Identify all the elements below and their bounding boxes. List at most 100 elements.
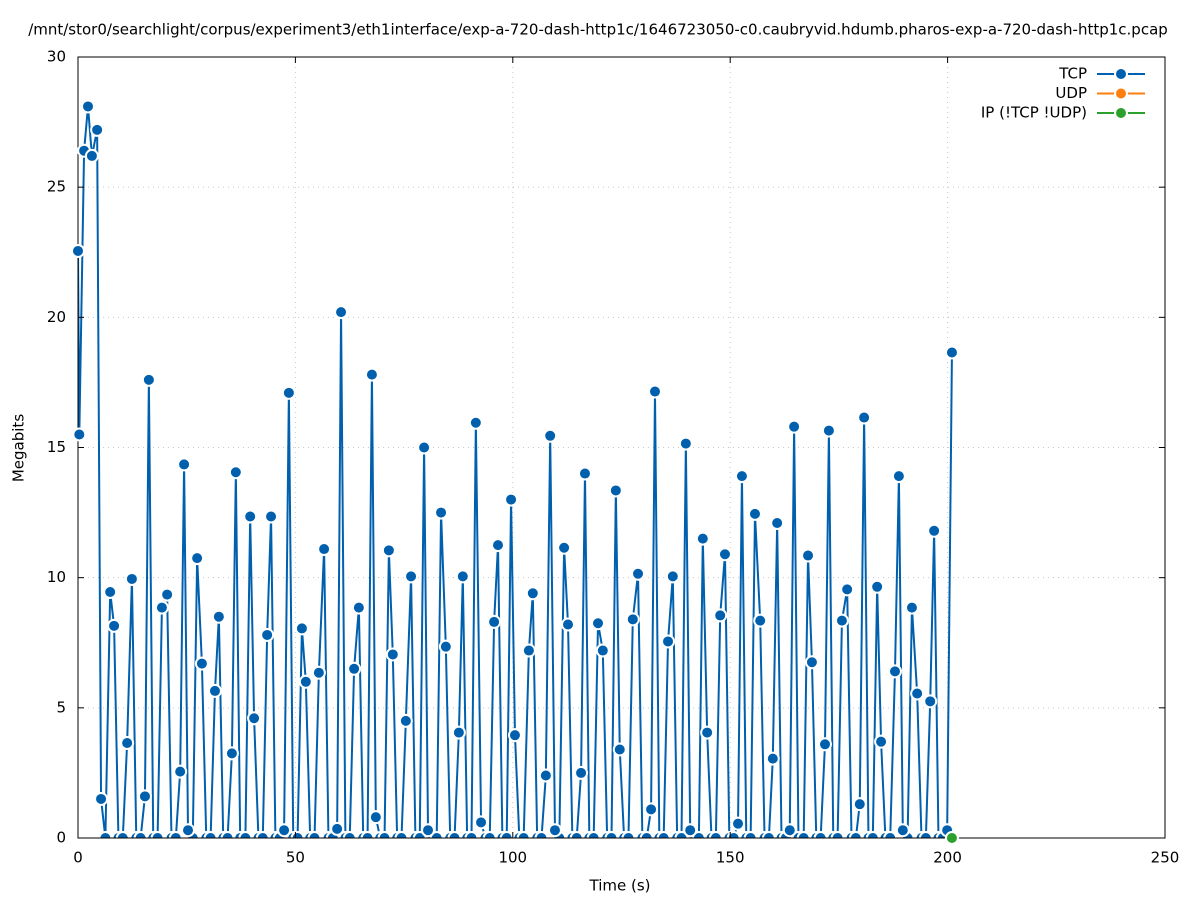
- data-point: [98, 831, 113, 838]
- y-axis-label: Megabits: [10, 414, 28, 482]
- data-point: [770, 515, 785, 530]
- data-point: [830, 831, 845, 838]
- data-point: [944, 345, 959, 360]
- data-point: [887, 664, 902, 679]
- data-point: [608, 483, 623, 498]
- data-point: [90, 122, 105, 137]
- legend-marker: [1114, 67, 1128, 81]
- data-point: [260, 627, 275, 642]
- data-point: [834, 613, 849, 628]
- x-tick-label: 200: [933, 849, 962, 867]
- data-point: [586, 831, 601, 838]
- x-tick-label: 250: [1151, 849, 1180, 867]
- data-point: [765, 751, 780, 766]
- data-point: [504, 492, 519, 507]
- data-point: [224, 746, 239, 761]
- data-point: [342, 831, 357, 838]
- data-point: [421, 823, 436, 838]
- data-point: [683, 823, 698, 838]
- data-point: [177, 457, 192, 472]
- x-tick-label: 50: [286, 849, 305, 867]
- legend-label: UDP: [1055, 84, 1087, 102]
- data-point: [923, 694, 938, 709]
- data-point: [743, 831, 758, 838]
- data-point: [870, 579, 885, 594]
- data-point: [547, 823, 562, 838]
- data-point: [351, 600, 366, 615]
- y-tick-label: 25: [47, 178, 66, 196]
- data-point: [71, 243, 85, 258]
- data-point: [647, 384, 662, 399]
- y-tick-label: 5: [56, 698, 66, 716]
- data-point: [364, 367, 379, 382]
- data-point: [482, 831, 497, 838]
- data-point: [717, 547, 732, 562]
- data-point: [207, 683, 222, 698]
- data-point: [334, 305, 349, 320]
- data-point: [821, 423, 836, 438]
- data-point: [103, 584, 118, 599]
- data-point: [817, 737, 832, 752]
- data-point: [298, 674, 313, 689]
- data-point: [787, 419, 802, 434]
- data-point: [874, 734, 889, 749]
- data-point: [238, 831, 253, 838]
- data-point: [927, 523, 942, 538]
- data-point: [852, 797, 867, 812]
- data-point: [277, 823, 292, 838]
- data-point: [194, 656, 209, 671]
- data-point: [150, 831, 165, 838]
- data-point: [368, 810, 383, 825]
- data-point: [534, 831, 549, 838]
- data-point: [181, 823, 196, 838]
- data-point: [631, 566, 646, 581]
- data-point: [330, 821, 345, 836]
- data-point: [264, 509, 279, 524]
- data-point: [455, 569, 470, 584]
- data-point: [639, 831, 654, 838]
- data-point: [451, 725, 466, 740]
- data-point: [557, 540, 572, 555]
- data-point: [574, 765, 589, 780]
- data-point: [487, 614, 502, 629]
- data-point: [137, 789, 152, 804]
- data-point: [255, 831, 270, 838]
- y-tick-label: 20: [47, 308, 66, 326]
- data-point: [190, 551, 205, 566]
- data-point: [538, 768, 553, 783]
- y-tick-label: 15: [47, 438, 66, 456]
- x-tick-label: 100: [498, 849, 527, 867]
- data-point: [381, 543, 396, 558]
- data-point: [307, 831, 322, 838]
- data-point: [311, 665, 326, 680]
- data-point: [398, 713, 413, 728]
- data-point: [865, 831, 880, 838]
- data-point: [761, 831, 776, 838]
- data-point: [247, 711, 262, 726]
- legend-label: IP (!TCP !UDP): [981, 104, 1087, 122]
- x-tick-label: 150: [716, 849, 745, 867]
- x-axis-label: Time (s): [589, 877, 651, 895]
- data-point: [708, 831, 723, 838]
- data-point: [591, 616, 606, 631]
- series-line: [78, 106, 953, 838]
- data-point: [883, 831, 898, 838]
- data-point: [700, 725, 715, 740]
- data-point: [377, 831, 392, 838]
- legend-marker: [1114, 86, 1128, 101]
- grid: [77, 56, 1166, 839]
- data-point: [347, 661, 362, 676]
- data-point: [918, 831, 933, 838]
- data-point: [695, 531, 710, 546]
- data-point: [625, 612, 640, 627]
- data-point: [595, 643, 610, 658]
- plot-border: [77, 56, 1166, 839]
- data-point: [525, 586, 540, 601]
- data-point: [713, 608, 728, 623]
- data-point: [160, 587, 175, 602]
- data-point: [404, 569, 419, 584]
- data-point: [612, 742, 627, 757]
- data-point: [220, 831, 235, 838]
- y-tick-label: 30: [47, 48, 66, 66]
